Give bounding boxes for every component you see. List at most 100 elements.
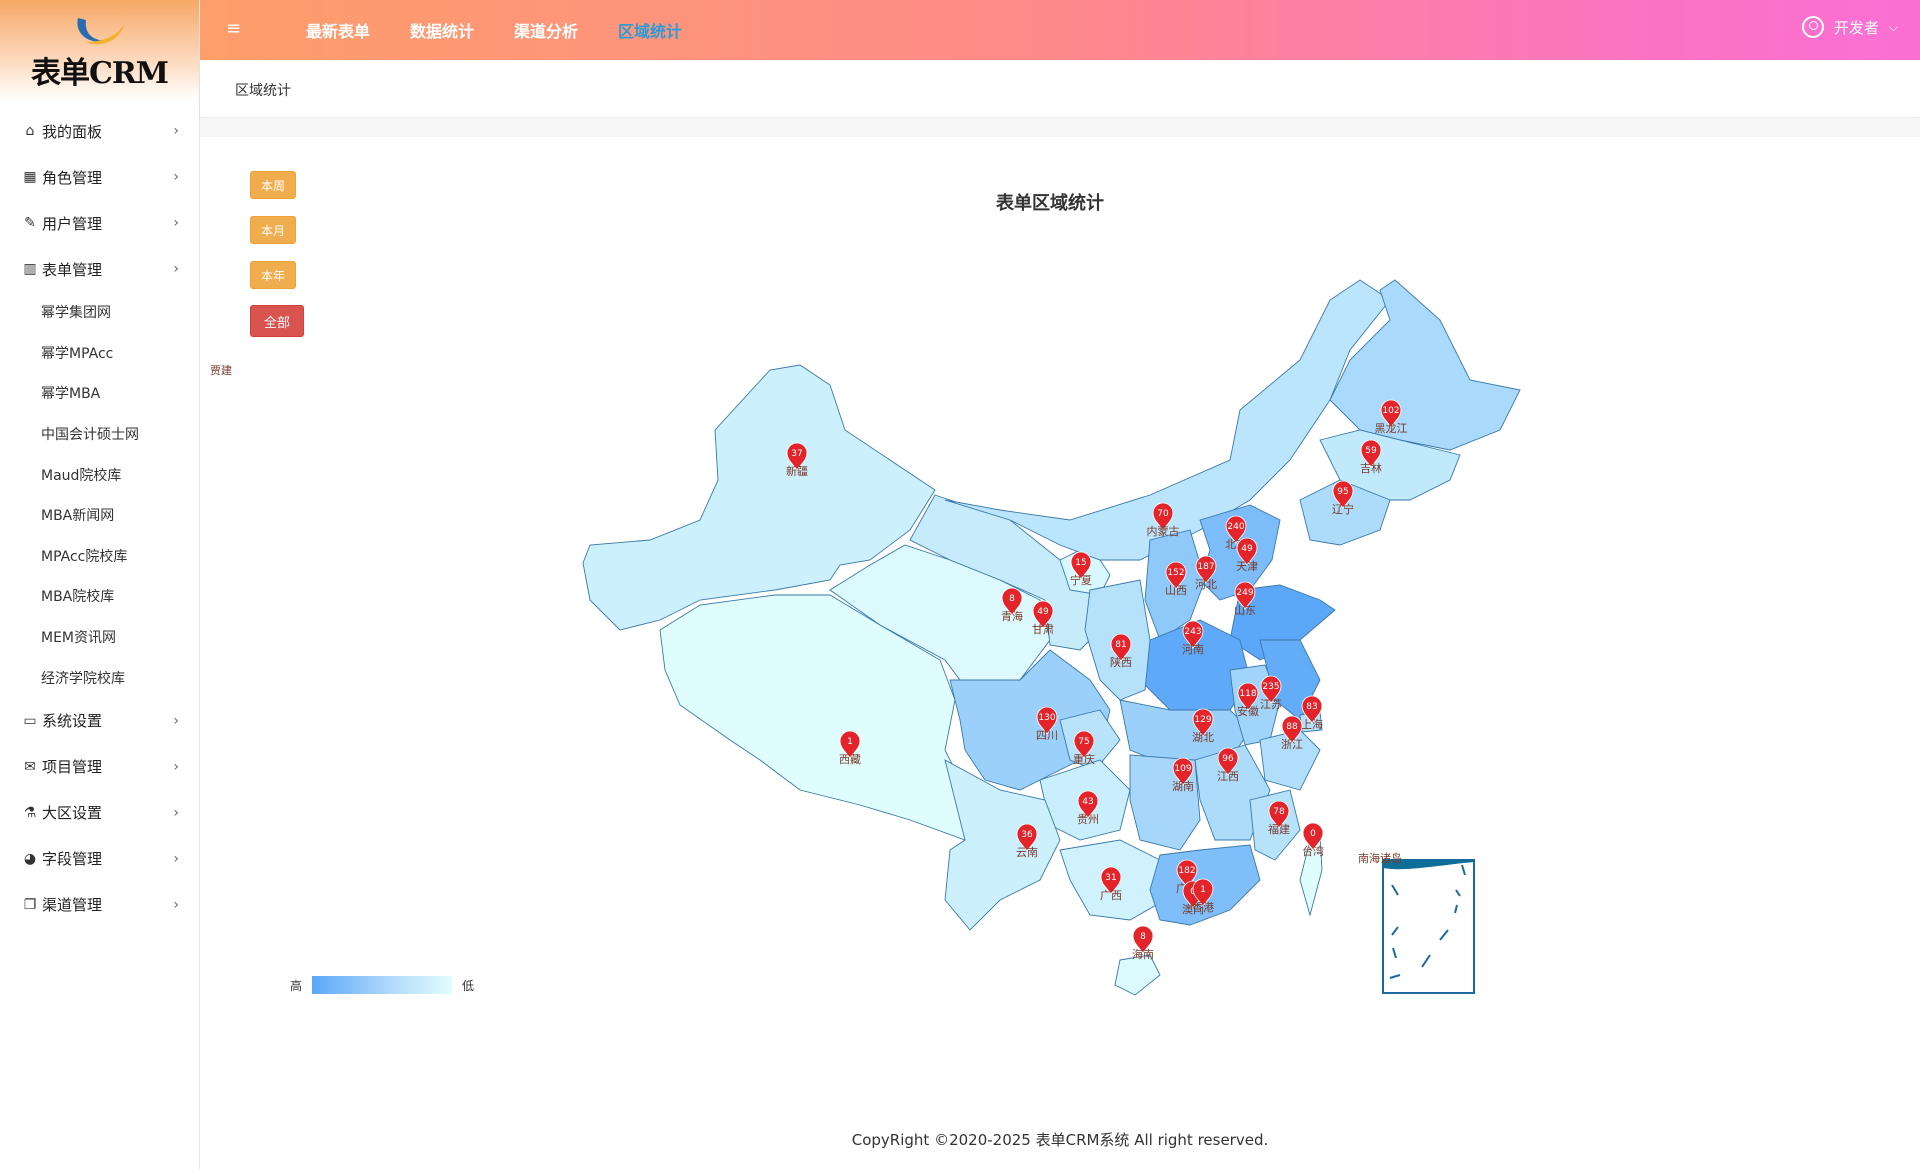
menu-toggle-icon[interactable]: ≡ bbox=[226, 18, 242, 39]
map-pin[interactable]: 152 山西 bbox=[1165, 561, 1187, 597]
map-pin[interactable]: 1 西藏 bbox=[839, 730, 861, 766]
filter-week-button[interactable]: 本周 bbox=[250, 171, 296, 199]
map-pin-marker[interactable] bbox=[1132, 925, 1154, 954]
tab-region-stats[interactable]: 区域统计 bbox=[618, 22, 683, 41]
map-pin[interactable]: 49 甘肃 bbox=[1032, 600, 1054, 636]
province-region[interactable] bbox=[1084, 579, 1151, 701]
province-region[interactable] bbox=[1329, 279, 1521, 451]
map-pin-marker[interactable] bbox=[1070, 551, 1092, 580]
map-pin-marker[interactable] bbox=[1192, 878, 1214, 907]
map-pin-marker[interactable] bbox=[1380, 399, 1402, 428]
map-pin[interactable]: 8 海南 bbox=[1132, 925, 1154, 961]
submenu-item[interactable]: MPAcc院校库 bbox=[41, 548, 128, 565]
map-pin-marker[interactable] bbox=[1100, 866, 1122, 895]
map-pin-marker[interactable] bbox=[1016, 823, 1038, 852]
province-region[interactable] bbox=[949, 649, 1111, 791]
tab-channel-analysis[interactable]: 渠道分析 bbox=[514, 22, 579, 41]
map-pin[interactable]: 243 河南 bbox=[1182, 620, 1204, 656]
submenu-item[interactable]: 经济学院校库 bbox=[41, 670, 125, 687]
map-pin[interactable]: 182 广东 bbox=[1176, 859, 1198, 895]
map-pin[interactable]: 49 天津 bbox=[1236, 537, 1258, 573]
map-pin[interactable]: 1 香港 bbox=[1192, 878, 1214, 914]
province-region[interactable] bbox=[1059, 709, 1121, 771]
sidebar-item-channels[interactable]: ❐ 渠道管理 › bbox=[0, 882, 199, 928]
map-pin[interactable]: 36 云南 bbox=[1016, 823, 1038, 859]
map-pin[interactable]: 8 青海 bbox=[1001, 587, 1023, 623]
map-pin-marker[interactable] bbox=[1182, 620, 1204, 649]
submenu-item[interactable]: 幂学MPAcc bbox=[41, 345, 114, 362]
map-pin[interactable]: 240 北京 bbox=[1225, 515, 1247, 551]
map-pin[interactable]: 235 江苏 bbox=[1260, 675, 1282, 711]
tab-latest-forms[interactable]: 最新表单 bbox=[306, 22, 371, 41]
sidebar-item-users[interactable]: ✎ 用户管理 › bbox=[0, 200, 199, 246]
map-pin[interactable]: 0 台湾 bbox=[1302, 822, 1324, 858]
map-pin[interactable]: 249 山东 bbox=[1234, 581, 1256, 617]
province-region[interactable] bbox=[1229, 584, 1336, 661]
submenu-item[interactable]: MBA院校库 bbox=[41, 589, 115, 606]
sidebar-item-projects[interactable]: ✉ 项目管理 › bbox=[0, 744, 199, 790]
map-pin-marker[interactable] bbox=[1172, 757, 1194, 786]
logo[interactable]: 表单CRM bbox=[0, 0, 199, 100]
province-region[interactable] bbox=[829, 544, 1051, 681]
map-pin[interactable]: 75 重庆 bbox=[1073, 730, 1095, 766]
map-pin[interactable]: 96 江西 bbox=[1217, 747, 1239, 783]
province-region[interactable] bbox=[1249, 789, 1301, 861]
map-pin[interactable]: 81 陕西 bbox=[1110, 633, 1132, 669]
map-pin[interactable]: 59 吉林 bbox=[1360, 439, 1382, 475]
map-pin-marker[interactable] bbox=[1302, 822, 1324, 851]
sidebar-item-forms[interactable]: ▥ 表单管理 › bbox=[0, 246, 199, 292]
province-region[interactable] bbox=[1139, 619, 1251, 711]
map-pin-marker[interactable] bbox=[786, 442, 808, 471]
sidebar-item-roles[interactable]: ▦ 角色管理 › bbox=[0, 154, 199, 200]
map-pin[interactable]: 88 浙江 bbox=[1281, 715, 1303, 751]
province-region[interactable] bbox=[1259, 729, 1321, 791]
map-pin[interactable]: 15 宁夏 bbox=[1070, 551, 1092, 587]
sidebar-item-regions[interactable]: ⚗ 大区设置 › bbox=[0, 790, 199, 836]
map-pin[interactable]: 37 新疆 bbox=[786, 442, 808, 478]
map-pin[interactable]: 31 广西 bbox=[1100, 866, 1122, 902]
province-region[interactable] bbox=[1249, 544, 1269, 569]
province-region[interactable] bbox=[1299, 479, 1391, 546]
map-pin-marker[interactable] bbox=[1236, 537, 1258, 566]
province-region[interactable] bbox=[1039, 759, 1131, 841]
map-pin-marker[interactable] bbox=[1036, 706, 1058, 735]
map-pin-marker[interactable] bbox=[1360, 439, 1382, 468]
submenu-item[interactable]: 幂学集团网 bbox=[41, 305, 111, 322]
province-region[interactable] bbox=[1299, 834, 1323, 917]
map-pin[interactable]: 118 安徽 bbox=[1237, 682, 1259, 718]
map-pin-marker[interactable] bbox=[1073, 730, 1095, 759]
province-region[interactable] bbox=[582, 364, 936, 631]
map-pin[interactable]: 187 河北 bbox=[1195, 555, 1217, 591]
province-region[interactable] bbox=[1259, 639, 1321, 721]
submenu-item[interactable]: 中国会计硕士网 bbox=[41, 427, 139, 444]
province-region[interactable] bbox=[1229, 664, 1281, 746]
map-pin-marker[interactable] bbox=[1281, 715, 1303, 744]
province-region[interactable] bbox=[1119, 699, 1251, 771]
submenu-item[interactable]: 幂学MBA bbox=[41, 386, 101, 403]
province-region[interactable] bbox=[944, 279, 1391, 561]
map-pin[interactable]: 43 贵州 bbox=[1077, 790, 1099, 826]
filter-year-button[interactable]: 本年 bbox=[250, 261, 296, 289]
map-pin[interactable]: 102 黑龙江 bbox=[1375, 399, 1408, 435]
province-region[interactable] bbox=[944, 759, 1061, 931]
map-pin-marker[interactable] bbox=[1182, 880, 1204, 909]
province-region[interactable] bbox=[1059, 544, 1111, 596]
submenu-item[interactable]: MBA新闻网 bbox=[41, 508, 115, 525]
province-region[interactable] bbox=[1194, 744, 1271, 841]
map-pin-marker[interactable] bbox=[1077, 790, 1099, 819]
province-region[interactable] bbox=[1199, 504, 1281, 601]
map-pin[interactable]: 0 澳门 bbox=[1182, 880, 1204, 916]
map-pin-marker[interactable] bbox=[1110, 633, 1132, 662]
sidebar-item-fields[interactable]: ◕ 字段管理 › bbox=[0, 836, 199, 882]
map-pin-marker[interactable] bbox=[1260, 675, 1282, 704]
province-region[interactable] bbox=[1319, 429, 1461, 501]
map-pin-marker[interactable] bbox=[1001, 587, 1023, 616]
sidebar-item-system[interactable]: ▭ 系统设置 › bbox=[0, 698, 199, 744]
map-pin-marker[interactable] bbox=[1301, 695, 1323, 724]
province-region[interactable] bbox=[1224, 519, 1259, 551]
filter-all-button[interactable]: 全部 bbox=[250, 305, 304, 337]
map-pin[interactable]: 130 四川 bbox=[1036, 706, 1058, 742]
submenu-item[interactable]: MEM资讯网 bbox=[41, 630, 117, 647]
map-pin-marker[interactable] bbox=[839, 730, 861, 759]
map-pin[interactable]: 95 辽宁 bbox=[1332, 480, 1354, 516]
